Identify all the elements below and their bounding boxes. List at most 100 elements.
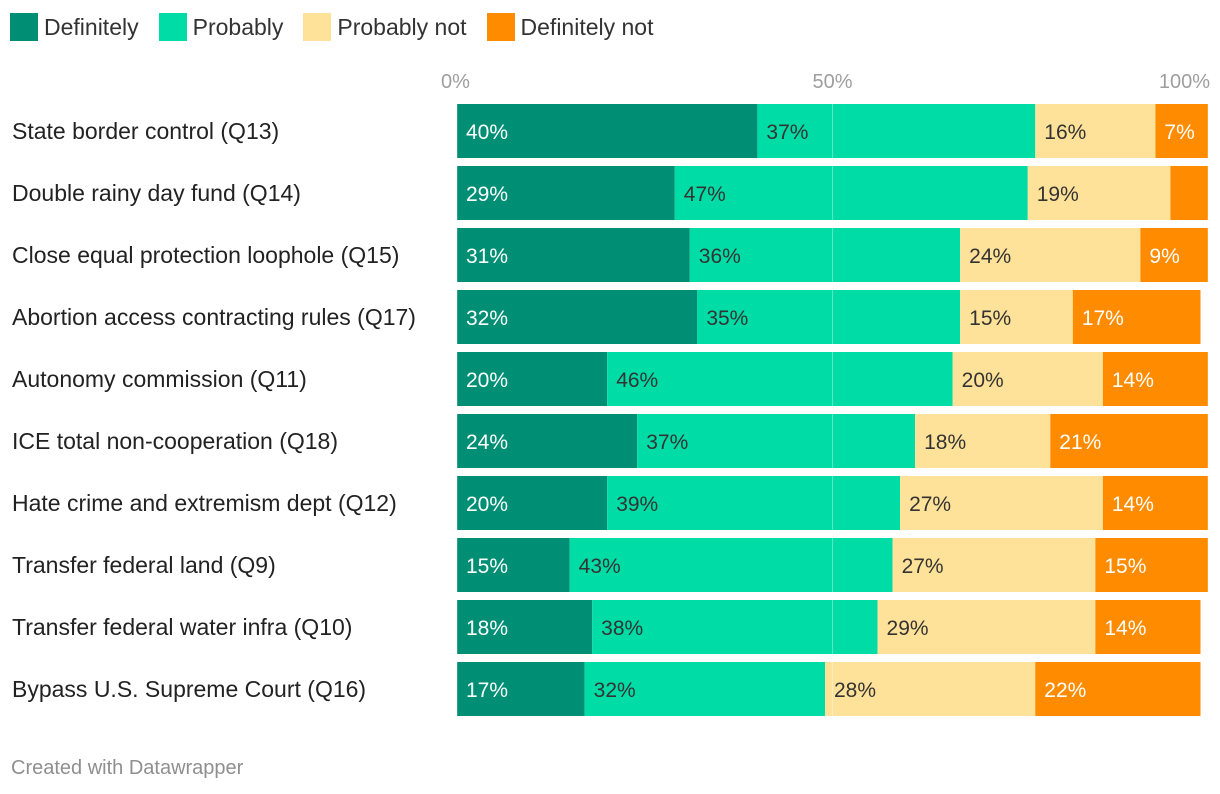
bar-segment-definitely xyxy=(457,414,638,468)
data-label-definitely: 29% xyxy=(466,183,508,206)
bar-segment-probably-not xyxy=(915,414,1051,468)
bar-segment-probably-not xyxy=(900,476,1103,530)
x-tick-label: 0% xyxy=(441,71,470,93)
bar-segment-definitely xyxy=(457,166,675,220)
row-label: Bypass U.S. Supreme Court (Q16) xyxy=(12,676,366,702)
data-label-definitely-not: 14% xyxy=(1112,369,1154,392)
bar-segment-probably xyxy=(674,166,1028,220)
data-label-probably: 38% xyxy=(601,617,643,640)
bar-segment-probably-not xyxy=(960,228,1141,282)
data-label-probably: 37% xyxy=(646,431,688,454)
data-label-definitely: 31% xyxy=(466,245,508,268)
legend-label-definitely: Definitely xyxy=(44,13,139,40)
data-label-definitely-not: 9% xyxy=(1149,245,1179,268)
data-label-probably: 46% xyxy=(616,369,658,392)
bar-segment-definitely xyxy=(457,662,585,716)
data-label-definitely-not: 22% xyxy=(1044,679,1086,702)
bar-segment-definitely-not xyxy=(1035,662,1201,716)
stacked-bar-chart: 0% 50% 100% 40% 37% 16% 7% 29% 47% 19% 31% 36% 24% 9%… xyxy=(12,71,1210,716)
legend: Definitely Probably Probably not Definit… xyxy=(10,12,674,42)
bar-segment-probably-not xyxy=(824,662,1036,716)
legend-label-probably-not: Probably not xyxy=(337,13,467,40)
data-label-probably: 39% xyxy=(616,493,658,516)
bar-segment-probably xyxy=(607,352,953,406)
bar-segment-definitely-not xyxy=(1140,228,1208,282)
data-label-probably: 47% xyxy=(684,183,726,206)
data-label-probably: 35% xyxy=(706,307,748,330)
row-label: Abortion access contracting rules (Q17) xyxy=(12,304,416,330)
legend-label-definitely-not: Definitely not xyxy=(520,13,654,40)
data-label-definitely-not: 7% xyxy=(1164,121,1194,144)
data-label-probably-not: 16% xyxy=(1044,121,1086,144)
row-label: ICE total non-cooperation (Q18) xyxy=(12,428,338,454)
bar-segment-definitely-not xyxy=(1050,414,1208,468)
bar-segment-definitely xyxy=(457,290,698,344)
data-label-probably-not: 27% xyxy=(902,555,944,578)
data-label-probably: 37% xyxy=(766,121,808,144)
bar-segment-probably-not xyxy=(960,290,1073,344)
legend-item-probably: Probably xyxy=(158,13,284,41)
x-tick-label: 50% xyxy=(812,71,852,93)
data-label-probably-not: 18% xyxy=(924,431,966,454)
bar-segment-probably xyxy=(689,228,961,282)
data-label-probably-not: 19% xyxy=(1037,183,1079,206)
bar-segment-definitely xyxy=(457,476,608,530)
legend-item-definitely: Definitely xyxy=(10,13,139,41)
data-label-definitely-not: 21% xyxy=(1059,431,1101,454)
data-label-definitely-not: 14% xyxy=(1104,617,1146,640)
data-label-definitely-not: 15% xyxy=(1104,555,1146,578)
data-label-definitely: 17% xyxy=(466,679,508,702)
bars: 40% 37% 16% 7% 29% 47% 19% 31% 36% 24% 9% 32% 35% 15%… xyxy=(457,104,1208,716)
legend-item-definitely-not: Definitely not xyxy=(486,13,654,41)
bar-segment-probably-not xyxy=(1035,104,1156,158)
data-label-definitely: 20% xyxy=(466,369,508,392)
data-label-definitely: 15% xyxy=(466,555,508,578)
bar-segment-definitely xyxy=(457,600,593,654)
data-label-definitely: 18% xyxy=(466,617,508,640)
bar-segment-definitely-not xyxy=(1102,352,1208,406)
row-label: Double rainy day fund (Q14) xyxy=(12,180,301,206)
legend-swatch-definitely-not xyxy=(486,13,515,41)
data-label-probably-not: 28% xyxy=(834,679,876,702)
legend-swatch-definitely xyxy=(10,13,38,41)
row-label: Autonomy commission (Q11) xyxy=(12,366,307,392)
legend-label-probably: Probably xyxy=(192,13,284,40)
bar-segment-probably xyxy=(757,104,1036,158)
data-label-probably: 36% xyxy=(699,245,741,268)
bar-segment-definitely xyxy=(457,352,608,406)
bar-segment-probably xyxy=(697,290,961,344)
data-label-probably-not: 20% xyxy=(962,369,1004,392)
row-label: Transfer federal land (Q9) xyxy=(12,552,276,578)
bar-segment-probably-not xyxy=(877,600,1096,654)
bar-segment-definitely-not xyxy=(1155,104,1208,158)
data-label-probably-not: 15% xyxy=(969,307,1011,330)
data-label-definitely-not: 17% xyxy=(1082,307,1124,330)
x-tick-label: 100% xyxy=(1159,71,1210,93)
data-label-definitely: 32% xyxy=(466,307,508,330)
bar-segment-definitely xyxy=(457,104,758,158)
bar-segment-probably-not xyxy=(1027,166,1171,220)
row-label: Hate crime and extremism dept (Q12) xyxy=(12,490,397,516)
bar-segment-probably xyxy=(607,476,901,530)
data-label-definitely: 40% xyxy=(466,121,508,144)
data-label-probably-not: 27% xyxy=(909,493,951,516)
bar-segment-probably-not xyxy=(952,352,1103,406)
legend-swatch-probably-not xyxy=(303,13,332,41)
bar-segment-definitely-not xyxy=(1095,600,1201,654)
data-label-definitely: 24% xyxy=(466,431,508,454)
credit-text: Created with Datawrapper xyxy=(11,757,244,779)
bar-segment-probably xyxy=(637,414,916,468)
legend-item-probably-not: Probably not xyxy=(303,13,467,41)
bar-segment-probably xyxy=(584,662,825,716)
data-label-probably: 43% xyxy=(579,555,621,578)
bar-segment-definitely xyxy=(457,228,690,282)
data-label-definitely-not: 14% xyxy=(1112,493,1154,516)
bar-segment-definitely-not xyxy=(1095,538,1208,592)
row-label: State border control (Q13) xyxy=(12,118,279,144)
data-label-probably-not: 24% xyxy=(969,245,1011,268)
bar-segment-definitely-not xyxy=(1072,290,1201,344)
bar-segment-probably-not xyxy=(892,538,1096,592)
bar-segment-probably xyxy=(592,600,878,654)
bar-segment-definitely xyxy=(457,538,570,592)
bar-segment-definitely-not xyxy=(1170,166,1208,220)
